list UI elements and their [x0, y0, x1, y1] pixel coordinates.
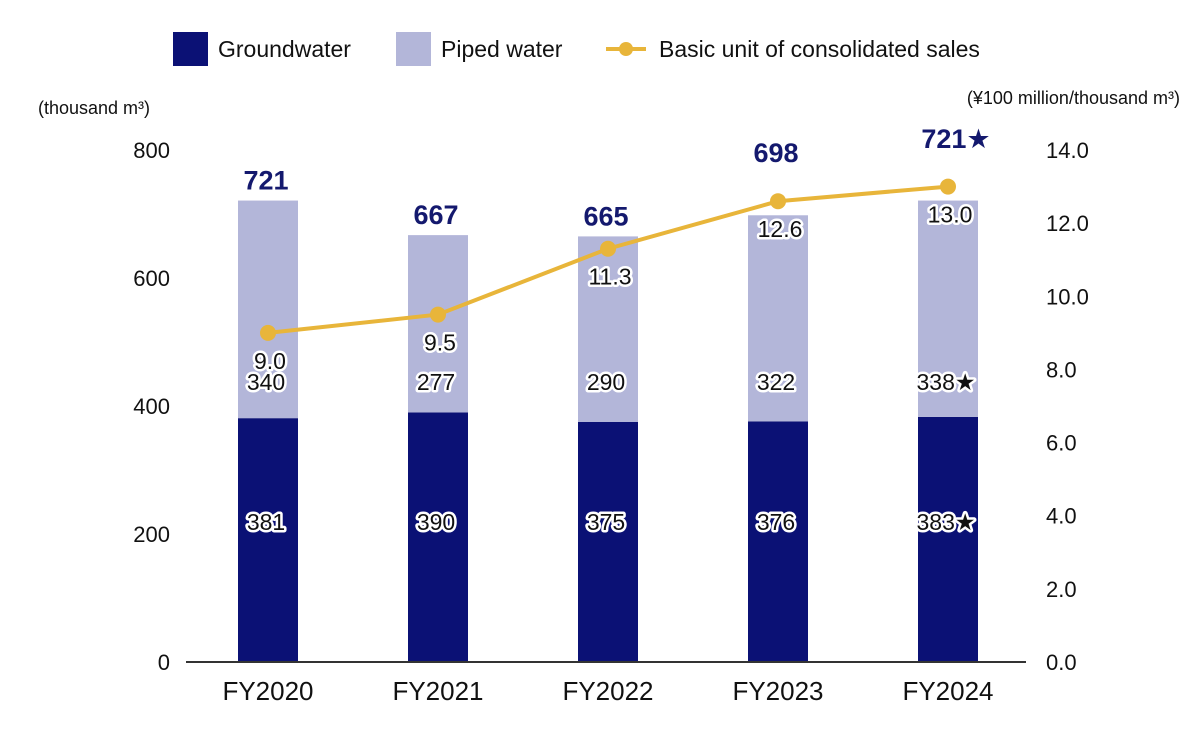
piped-water-value-label: 338★ [917, 369, 976, 395]
basic-unit-point [770, 193, 786, 210]
bar-piped-water [748, 215, 808, 422]
legend-label-groundwater: Groundwater [218, 36, 351, 62]
piped-water-value-label: 340 [247, 369, 285, 395]
bar-piped-water [578, 236, 638, 422]
basic-unit-value-label: 12.6 [758, 216, 803, 242]
category-labels: FY2020 FY2021 FY2022 FY2023 FY2024 [222, 676, 993, 706]
left-axis-tick-label: 400 [133, 394, 170, 419]
piped-water-value-label: 322 [757, 369, 795, 395]
total-value-label: 698 [753, 138, 798, 168]
basic-unit-point [260, 324, 276, 341]
legend-swatch-basic-unit-marker [619, 42, 633, 56]
piped-water-value-label: 277 [417, 369, 455, 395]
bar-piped-water [918, 200, 978, 417]
category-label: FY2024 [902, 676, 993, 706]
basic-unit-value-label: 9.0 [254, 348, 286, 374]
category-label: FY2022 [562, 676, 653, 706]
total-labels: 721 667 665 698 721★ [243, 124, 990, 231]
left-axis-tick-label: 200 [133, 522, 170, 547]
right-axis-tick-label: 2.0 [1046, 577, 1077, 602]
category-label: FY2023 [732, 676, 823, 706]
category-label: FY2021 [392, 676, 483, 706]
piped-water-value-label: 290 [587, 369, 625, 395]
basic-unit-point [940, 178, 956, 195]
groundwater-value-label: 383★ [917, 509, 976, 535]
groundwater-value-label: 390 [417, 509, 455, 535]
basic-unit-value-label: 11.3 [588, 264, 631, 290]
right-axis-ticks: 0.0 2.0 4.0 6.0 8.0 10.0 12.0 14.0 [1046, 138, 1089, 675]
legend-label-piped-water: Piped water [441, 36, 563, 62]
segment-labels: 381 340 390 277 375 290 376 322 383★ 338★ [244, 367, 978, 538]
bar-groundwater [578, 422, 638, 662]
right-axis-tick-label: 10.0 [1046, 284, 1089, 309]
left-axis-tick-label: 600 [133, 266, 170, 291]
total-value-label: 721★ [921, 124, 990, 154]
right-axis-unit-label: (¥100 million/thousand m³) [967, 88, 1180, 108]
basic-unit-value-label: 9.5 [424, 330, 456, 356]
bar-groundwater [748, 421, 808, 662]
basic-unit-point [430, 306, 446, 323]
bar-groundwater [408, 412, 468, 662]
groundwater-value-label: 381 [247, 509, 285, 535]
right-axis-tick-label: 0.0 [1046, 650, 1077, 675]
left-axis-tick-label: 800 [133, 138, 170, 163]
category-label: FY2020 [222, 676, 313, 706]
basic-unit-point [600, 240, 616, 257]
legend: Groundwater Piped water Basic unit of co… [173, 32, 980, 66]
groundwater-value-label: 376 [757, 509, 795, 535]
legend-swatch-groundwater [173, 32, 208, 66]
bar-piped-water [408, 235, 468, 413]
left-axis-unit-label: (thousand m³) [38, 98, 150, 118]
legend-swatch-piped-water [396, 32, 431, 66]
right-axis-tick-label: 6.0 [1046, 431, 1077, 456]
legend-label-basic-unit: Basic unit of consolidated sales [659, 36, 980, 62]
left-axis-tick-label: 0 [158, 650, 170, 675]
total-value-label: 665 [583, 201, 628, 231]
total-value-label: 721 [243, 166, 288, 196]
bar-groundwater [918, 416, 978, 662]
bar-piped-water [238, 200, 298, 419]
basic-unit-value-label: 13.0 [928, 202, 973, 228]
right-axis-tick-label: 8.0 [1046, 357, 1077, 382]
bar-groundwater [238, 418, 298, 662]
total-value-label: 667 [413, 200, 458, 230]
basic-unit-line-series: 9.0 9.5 11.3 12.6 13.0 [252, 178, 975, 376]
right-axis-tick-label: 4.0 [1046, 504, 1077, 529]
left-axis-ticks: 0 200 400 600 800 [133, 138, 170, 675]
right-axis-tick-label: 14.0 [1046, 138, 1089, 163]
groundwater-value-label: 375 [587, 509, 625, 535]
right-axis-tick-label: 12.0 [1046, 211, 1089, 236]
bars [238, 200, 978, 662]
